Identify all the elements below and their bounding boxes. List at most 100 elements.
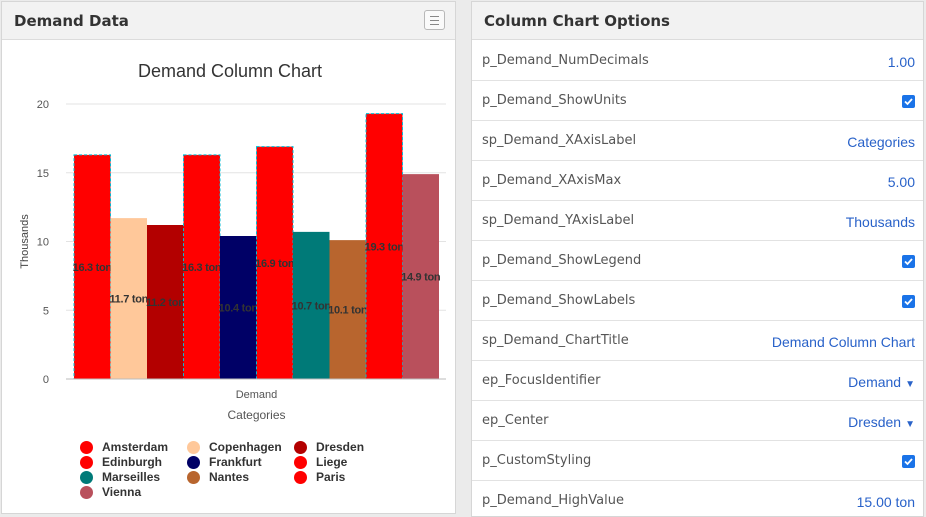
x-tick-label: Demand (236, 389, 278, 401)
option-select[interactable]: Dresden ▼ (848, 414, 915, 430)
legend-label: Nantes (209, 470, 250, 484)
option-name: p_Demand_HighValue (482, 493, 624, 508)
bar-edinburgh (183, 154, 221, 380)
option-value[interactable]: Demand Column Chart (772, 334, 915, 350)
options-header: Column Chart Options (472, 2, 923, 40)
bar-dresden (147, 225, 184, 379)
bar-copenhagen (110, 218, 147, 379)
option-value-text: Demand Column Chart (771, 334, 915, 350)
option-name: p_Demand_NumDecimals (482, 53, 649, 68)
x-axis-label: Categories (227, 408, 285, 422)
option-row-p_demand_showlabels: p_Demand_ShowLabels (472, 281, 923, 321)
data-label: 16.3 ton (182, 262, 222, 274)
demand-column-chart: Demand Column Chart 0 5 10 15 20 Thousands 16.3… (19, 61, 446, 422)
option-name: ep_Center (482, 413, 549, 428)
legend-swatch (187, 441, 200, 454)
option-row-ep_focusidentifier: ep_FocusIdentifier Demand ▼ (472, 361, 923, 401)
option-value-text: 1.00 (887, 54, 915, 70)
demand-data-header: Demand Data (2, 2, 455, 40)
option-row-sp_demand_xaxislabel: sp_Demand_XAxisLabel Categories (472, 121, 923, 161)
option-name: ep_FocusIdentifier (482, 373, 601, 388)
legend-swatch (80, 486, 93, 499)
chevron-down-icon: ▼ (905, 419, 915, 430)
option-row-p_demand_highvalue: p_Demand_HighValue 15.00 ton (472, 481, 923, 516)
option-name: p_Demand_ShowLabels (482, 293, 636, 308)
legend-label: Marseilles (102, 470, 161, 484)
option-value-text: Demand (848, 374, 902, 390)
bar-marseilles (293, 231, 330, 379)
option-value[interactable]: Categories (847, 134, 915, 150)
option-name: p_Demand_ShowUnits (482, 93, 627, 108)
data-label: 16.9 ton (255, 258, 295, 270)
chart-title: Demand Column Chart (138, 61, 322, 81)
option-row-sp_demand_yaxislabel: sp_Demand_YAxisLabel Thousands (472, 201, 923, 241)
option-name: p_Demand_XAxisMax (482, 173, 622, 188)
option-row-p_demand_showunits: p_Demand_ShowUnits (472, 81, 923, 121)
option-value[interactable]: Thousands (846, 214, 915, 230)
option-row-p_demand_xaxismax: p_Demand_XAxisMax 5.00 (472, 161, 923, 201)
option-checkbox[interactable] (902, 95, 915, 108)
legend-swatch (80, 456, 93, 469)
legend-label: Vienna (102, 485, 142, 499)
option-value-text: Dresden (848, 414, 902, 430)
legend-swatch (80, 441, 93, 454)
legend-label: Dresden (316, 440, 365, 454)
data-label: 10.1 ton (328, 305, 368, 317)
legend-label: Copenhagen (209, 440, 282, 454)
bar-amsterdam (73, 154, 111, 380)
data-label: 19.3 ton (365, 241, 405, 253)
y-tick-label: 15 (37, 168, 49, 180)
option-value-text: 15.00 ton (856, 494, 915, 510)
legend-label: Liege (316, 455, 348, 469)
option-row-p_demand_numdecimals: p_Demand_NumDecimals 1.00 (472, 41, 923, 81)
panel-title: Demand Data (14, 12, 129, 30)
data-label: 10.4 ton (219, 303, 259, 315)
data-label: 11.2 ton (146, 297, 185, 309)
legend-swatch (294, 456, 307, 469)
option-row-p_customstyling: p_CustomStyling (472, 441, 923, 481)
hamburger-icon[interactable] (424, 10, 445, 30)
bar-liege (256, 146, 294, 380)
legend-swatch (187, 456, 200, 469)
option-name: p_CustomStyling (482, 453, 592, 468)
option-value-text: Thousands (845, 214, 915, 230)
bar-frankfurt (220, 236, 257, 379)
chevron-down-icon: ▼ (905, 379, 915, 390)
option-name: sp_Demand_ChartTitle (482, 333, 629, 348)
option-checkbox[interactable] (902, 255, 915, 268)
option-value[interactable]: 1.00 (888, 54, 915, 70)
option-name: sp_Demand_YAxisLabel (482, 213, 635, 228)
data-label: 14.9 ton (401, 272, 441, 284)
legend-label: Frankfurt (209, 455, 262, 469)
option-value[interactable]: 5.00 (888, 174, 915, 190)
column-chart-options-panel: Column Chart Options p_Demand_NumDecimal… (471, 1, 924, 517)
legend-label: Amsterdam (102, 440, 169, 454)
data-label: 16.3 ton (73, 262, 113, 274)
legend-label: Paris (316, 470, 346, 484)
legend-swatch (187, 471, 200, 484)
option-value-text: Categories (847, 134, 915, 150)
option-row-ep_center: ep_Center Dresden ▼ (472, 401, 923, 441)
legend-swatch (80, 471, 93, 484)
option-select[interactable]: Demand ▼ (848, 374, 915, 390)
option-value-text: 5.00 (887, 174, 915, 190)
option-row-sp_demand_charttitle: sp_Demand_ChartTitle Demand Column Chart (472, 321, 923, 361)
option-value[interactable]: 15.00 ton (857, 494, 915, 510)
legend-swatch (294, 441, 307, 454)
data-label: 11.7 ton (109, 294, 148, 306)
y-tick-label: 10 (37, 237, 49, 249)
y-axis-label: Thousands (19, 214, 31, 269)
data-label: 10.7 ton (292, 300, 332, 312)
y-tick-label: 5 (43, 305, 49, 317)
option-checkbox[interactable] (902, 295, 915, 308)
option-row-p_demand_showlegend: p_Demand_ShowLegend (472, 241, 923, 281)
legend-swatch (294, 471, 307, 484)
bar-vienna (402, 174, 439, 379)
y-tick-label: 20 (37, 99, 49, 111)
y-tick-label: 0 (43, 374, 49, 386)
option-name: sp_Demand_XAxisLabel (482, 133, 637, 148)
legend-label: Edinburgh (102, 455, 162, 469)
option-name: p_Demand_ShowLegend (482, 253, 642, 268)
option-checkbox[interactable] (902, 455, 915, 468)
bar-nantes (329, 240, 366, 379)
